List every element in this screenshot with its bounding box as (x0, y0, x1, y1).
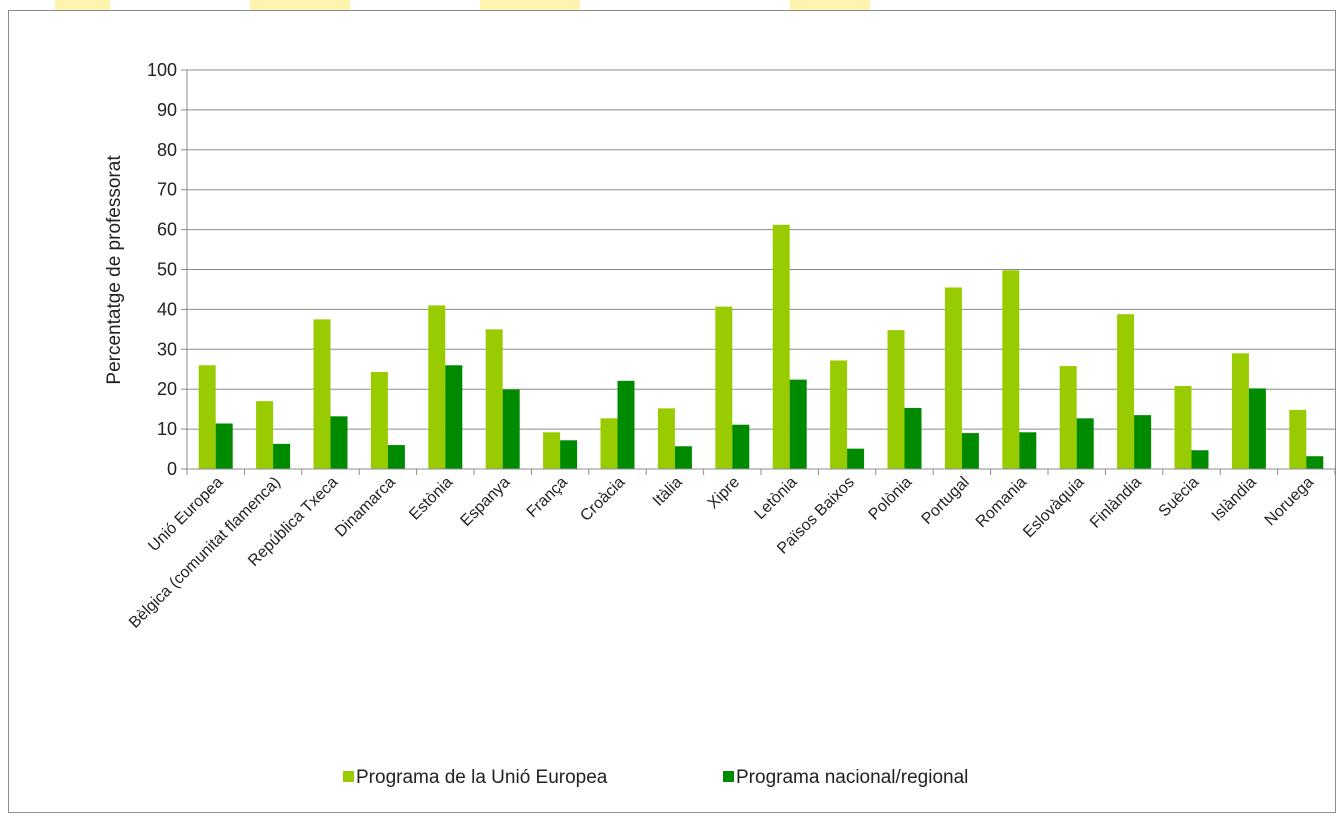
legend-swatch (343, 771, 354, 782)
bar-national-programme (502, 389, 520, 469)
bar-national-programme (273, 443, 291, 469)
x-tick-label: Islàndia (1209, 474, 1260, 525)
y-axis-ticks: 0 10 20 30 40 50 60 70 80 90 100 (147, 60, 187, 479)
bar-national-programme (961, 433, 979, 469)
bar-eu-programme (887, 330, 905, 469)
x-tick-label: Romania (973, 474, 1030, 531)
bar-eu-programme (428, 305, 446, 469)
bar-eu-programme (543, 432, 561, 469)
y-tick-label: 40 (157, 299, 177, 319)
x-tick-label: Croàcia (577, 474, 628, 525)
bar-national-programme (847, 448, 865, 469)
y-tick-label: 80 (157, 140, 177, 160)
bar-national-programme (732, 424, 750, 469)
bar-eu-programme (715, 306, 733, 469)
bar-national-programme (215, 423, 233, 469)
bar-national-programme (1191, 450, 1209, 469)
x-tick-label: Estònia (406, 474, 456, 524)
background-stripe (250, 0, 350, 12)
bars (198, 224, 1324, 469)
y-tick-label: 0 (167, 459, 177, 479)
x-tick-label: Itàlia (650, 474, 686, 510)
bar-national-programme (617, 380, 635, 469)
bar-eu-programme (1059, 366, 1077, 469)
bar-eu-programme (370, 372, 388, 469)
legend-label: Programa de la Unió Europea (356, 767, 608, 788)
bar-national-programme (330, 416, 348, 469)
y-tick-label: 50 (157, 260, 177, 280)
bar-national-programme (387, 445, 405, 469)
y-tick-label: 30 (157, 339, 177, 359)
bar-eu-programme (944, 287, 962, 469)
y-axis-title: Percentatge de professorat (104, 155, 125, 385)
bar-eu-programme (1002, 270, 1020, 469)
bar-eu-programme (657, 408, 675, 469)
bar-eu-programme (485, 329, 503, 469)
background-stripe (480, 0, 580, 12)
bar-national-programme (445, 365, 463, 469)
bar-national-programme (1076, 418, 1094, 469)
bar-national-programme (1248, 388, 1266, 469)
x-tick-label: Finlàndia (1087, 474, 1145, 532)
bar-national-programme (1134, 415, 1152, 469)
bar-national-programme (1306, 456, 1324, 469)
background-stripe (55, 0, 110, 12)
y-tick-label: 60 (157, 220, 177, 240)
bar-eu-programme (313, 319, 331, 469)
x-tick-label: Espanya (457, 474, 513, 530)
gridlines (187, 69, 1335, 430)
bar-eu-programme (256, 401, 274, 469)
x-tick-label: Xipre (705, 474, 744, 513)
axes (186, 70, 1336, 475)
bar-national-programme (789, 379, 807, 469)
x-tick-label: Eslovàquia (1020, 474, 1087, 541)
y-tick-label: 10 (157, 419, 177, 439)
legend-label: Programa nacional/regional (736, 767, 968, 788)
x-tick-label: Suècia (1156, 474, 1203, 521)
bar-eu-programme (1117, 314, 1135, 469)
background-stripe (790, 0, 870, 12)
bar-national-programme (560, 440, 578, 469)
x-tick-label: Portugal (919, 474, 973, 528)
bar-eu-programme (1231, 353, 1249, 469)
bar-eu-programme (1174, 386, 1192, 469)
x-tick-label: França (524, 474, 571, 521)
bar-national-programme (904, 407, 922, 469)
bar-eu-programme (830, 360, 848, 469)
x-tick-label: Letònia (751, 474, 800, 523)
bar-national-programme (1019, 432, 1037, 469)
bar-eu-programme (772, 224, 790, 469)
y-tick-label: 70 (157, 180, 177, 200)
y-tick-label: 100 (147, 60, 177, 80)
y-tick-label: 90 (157, 100, 177, 120)
x-tick-label: Noruega (1262, 474, 1317, 529)
bar-national-programme (674, 446, 692, 469)
y-tick-label: 20 (157, 379, 177, 399)
bar-eu-programme (600, 418, 618, 469)
x-tick-label: Dinamarca (332, 474, 399, 541)
bar-eu-programme (198, 365, 216, 469)
bar-eu-programme (1289, 409, 1307, 469)
x-tick-label: Polònia (866, 474, 916, 524)
legend-swatch (723, 771, 734, 782)
legend: Programa de la Unió Europea Programa naci… (343, 767, 968, 788)
